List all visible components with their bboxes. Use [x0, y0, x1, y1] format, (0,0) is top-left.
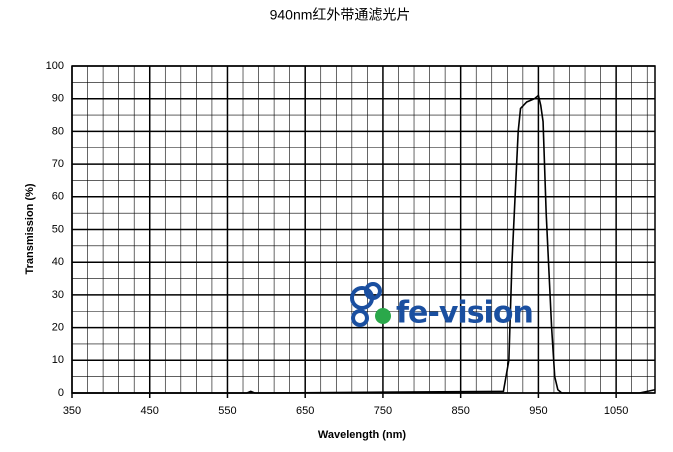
x-tick-label: 550: [218, 405, 236, 417]
x-axis-label: Wavelength (nm): [318, 429, 407, 441]
logo-circle: [364, 282, 382, 300]
chart-title: 940nm红外带通滤光片: [270, 7, 411, 23]
y-tick-label: 70: [52, 158, 64, 170]
x-tick-label: 950: [529, 405, 547, 417]
logo: [350, 282, 391, 327]
x-tick-label: 650: [296, 405, 314, 417]
data-line: [72, 93, 656, 394]
y-tick-label: 90: [52, 93, 64, 105]
x-tick-label: 750: [374, 405, 392, 417]
y-tick-label: 60: [52, 191, 64, 203]
y-axis-label: Transmission (%): [24, 183, 36, 274]
x-tick-label: 1050: [604, 405, 628, 417]
y-tick-label: 0: [58, 387, 64, 399]
x-tick-label: 350: [63, 405, 81, 417]
logo-circle: [351, 309, 369, 327]
watermark: fe-vision: [396, 296, 533, 331]
logo-circle: [375, 308, 391, 324]
y-tick-label: 50: [52, 223, 64, 235]
y-tick-label: 20: [52, 322, 64, 334]
y-tick-label: 100: [46, 60, 64, 72]
y-tick-label: 10: [52, 354, 64, 366]
y-tick-label: 40: [52, 256, 64, 268]
x-tick-label: 850: [451, 405, 469, 417]
y-tick-label: 30: [52, 289, 64, 301]
x-tick-label: 450: [141, 405, 159, 417]
y-tick-label: 80: [52, 125, 64, 137]
